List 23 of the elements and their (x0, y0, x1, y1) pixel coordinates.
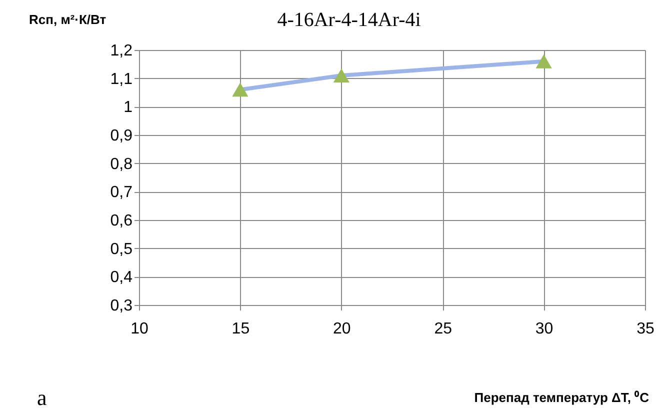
y-tick-label: 1 (124, 99, 133, 116)
x-axis-title: Перепад температур ΔT, ⁰C (474, 390, 650, 405)
x-tick-label: 30 (535, 320, 554, 338)
y-tick-label: 0,6 (110, 212, 133, 230)
text: а (37, 385, 47, 410)
y-tick-label: 0,8 (110, 156, 133, 173)
y-tick-label: 1,2 (110, 42, 133, 60)
x-tick-label: 10 (130, 320, 148, 338)
y-tick-label: 0,7 (110, 184, 133, 202)
y-axis-title: Rсп, м²·К/Вт (29, 12, 106, 27)
y-tick-label: 0,4 (110, 269, 133, 286)
x-tick-label: 35 (636, 320, 654, 338)
x-tick-label: 20 (333, 320, 351, 338)
point (232, 82, 248, 97)
x-tick-label: 15 (232, 320, 250, 338)
y-tick-label: 1,1 (110, 70, 133, 88)
y-tick-label: 0,5 (110, 240, 133, 258)
point (536, 54, 552, 68)
y-tick-label: 0,3 (110, 298, 133, 314)
chart-title: 4-16Ar-4-14Ar-4i (277, 9, 422, 31)
y-tick-label: 0,9 (110, 128, 133, 144)
x-tick-label: 25 (434, 320, 452, 338)
point (333, 68, 350, 82)
